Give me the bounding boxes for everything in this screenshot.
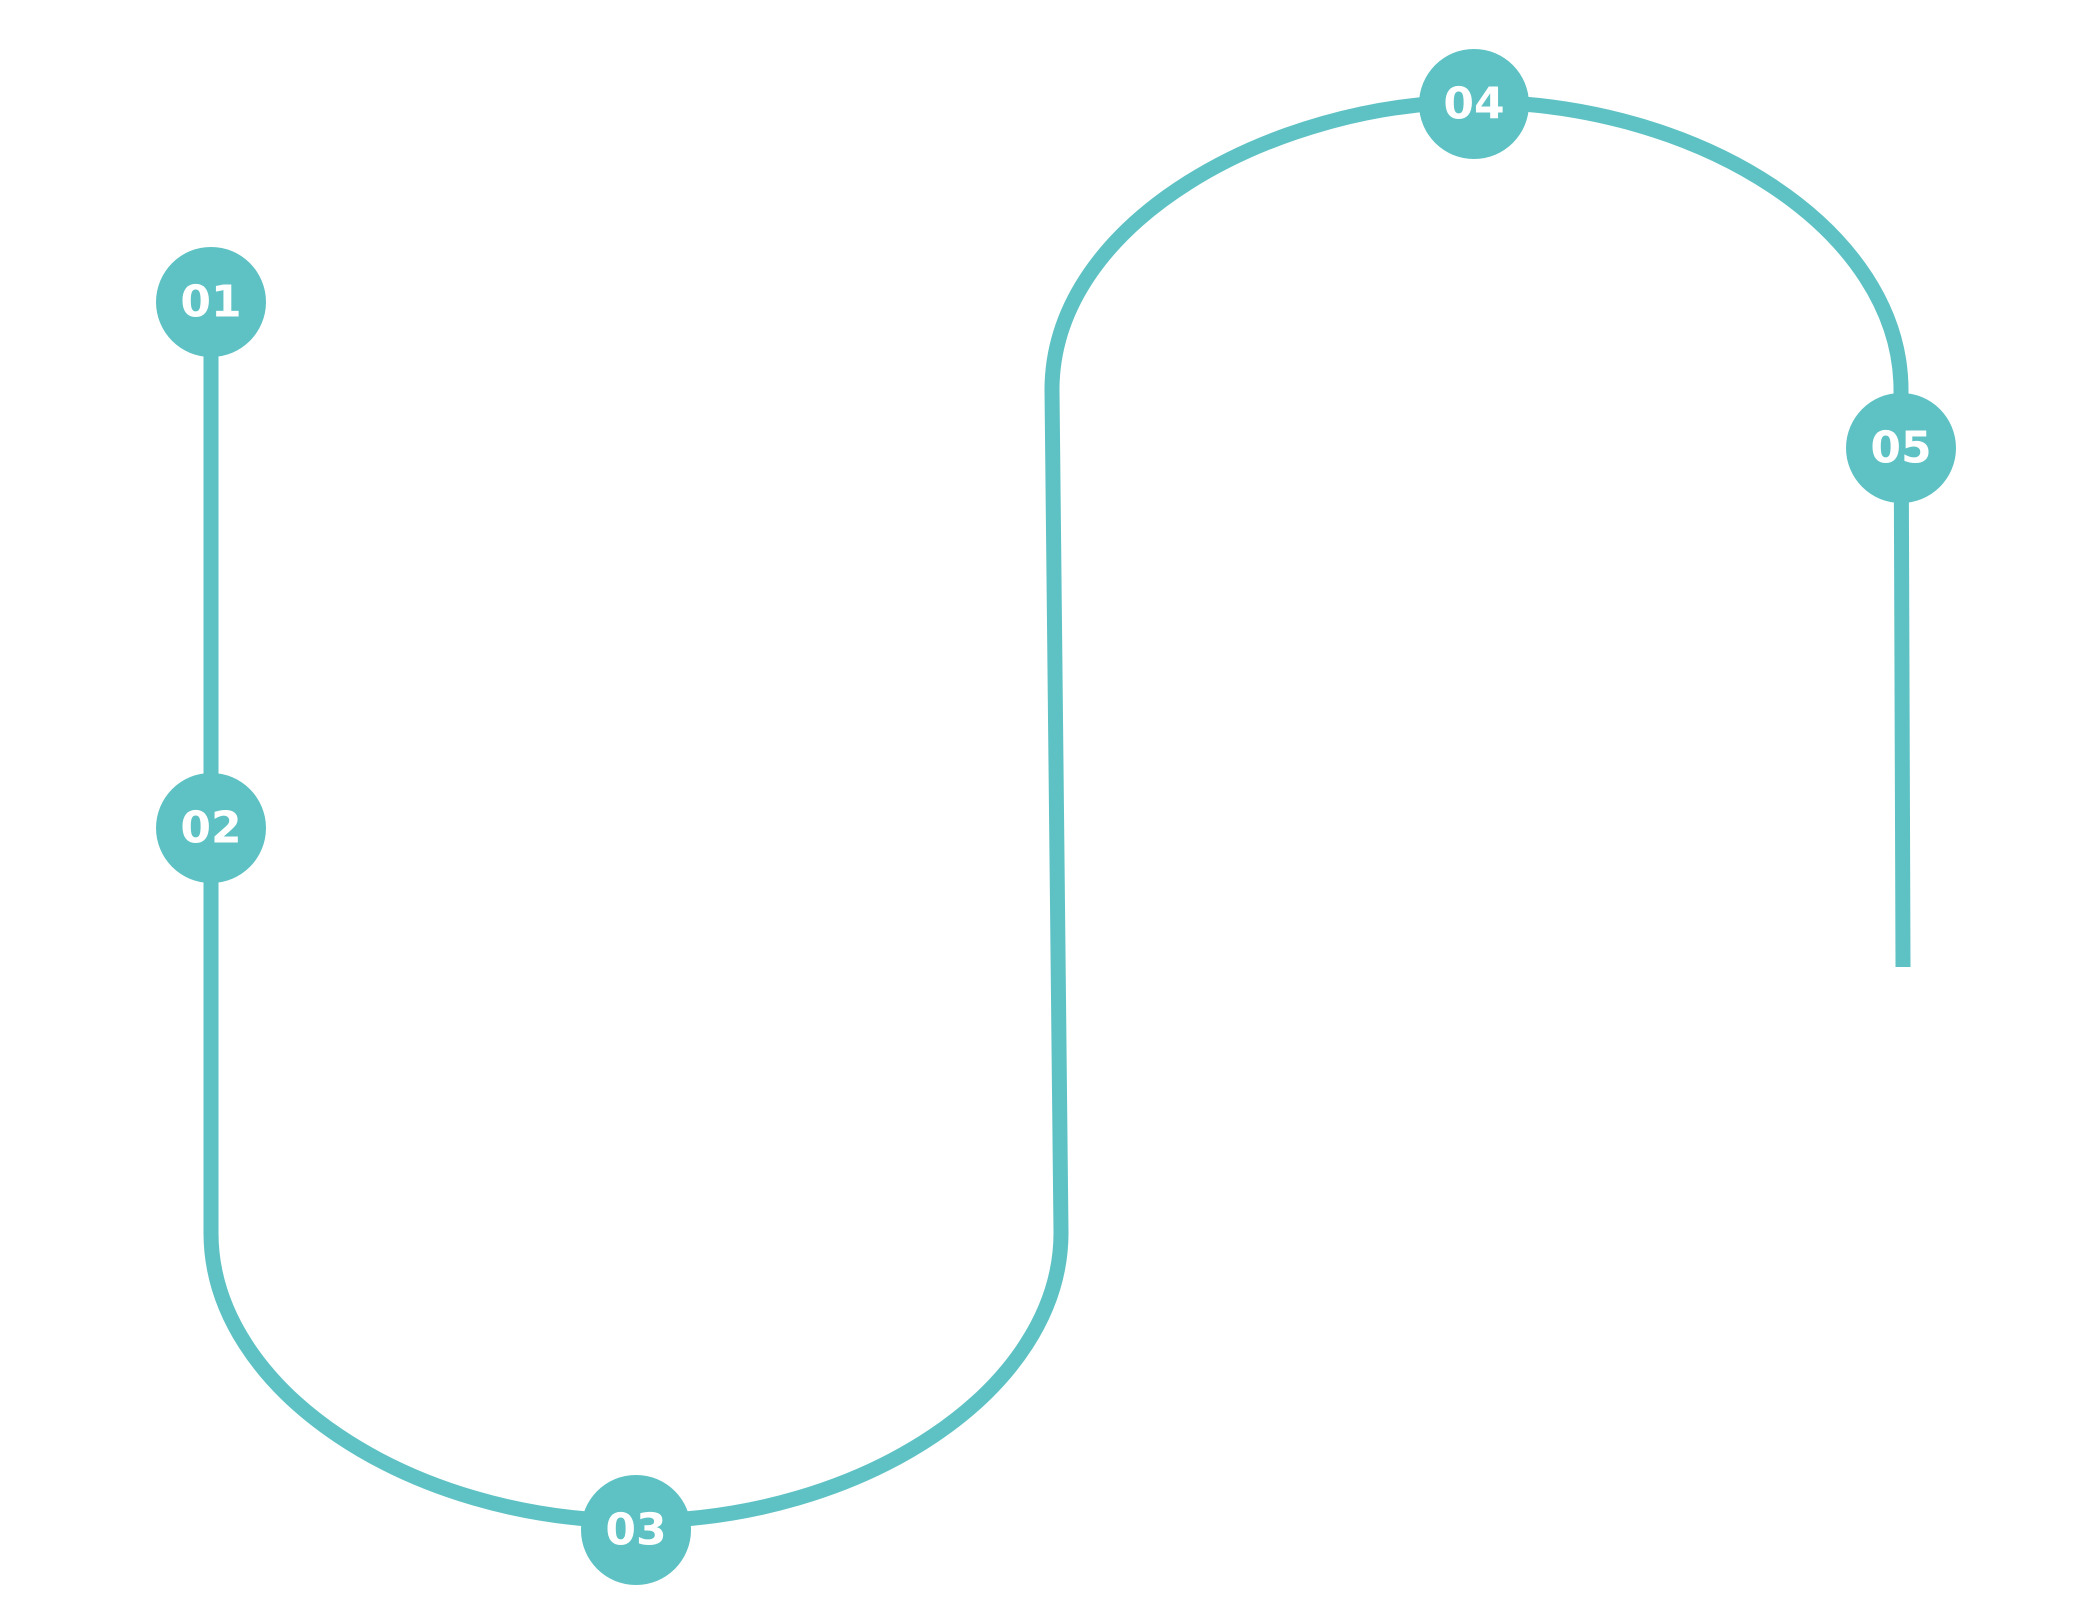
- step-node-label: 05: [1870, 423, 1931, 474]
- step-node-circle: [1846, 393, 1956, 503]
- step-node-circle: [156, 773, 266, 883]
- step-node-03: 03: [581, 1475, 691, 1585]
- step-node-label: 01: [180, 277, 241, 328]
- step-node-circle: [1419, 49, 1529, 159]
- step-node-05: 05: [1846, 393, 1956, 503]
- step-node-label: 03: [605, 1505, 666, 1556]
- step-node-01: 01: [156, 247, 266, 357]
- step-node-label: 04: [1443, 79, 1504, 130]
- step-node-02: 02: [156, 773, 266, 883]
- step-node-circle: [156, 247, 266, 357]
- step-node-label: 02: [180, 803, 241, 854]
- process-path: [203, 94, 1911, 1529]
- step-node-circle: [581, 1475, 691, 1585]
- step-node-04: 04: [1419, 49, 1529, 159]
